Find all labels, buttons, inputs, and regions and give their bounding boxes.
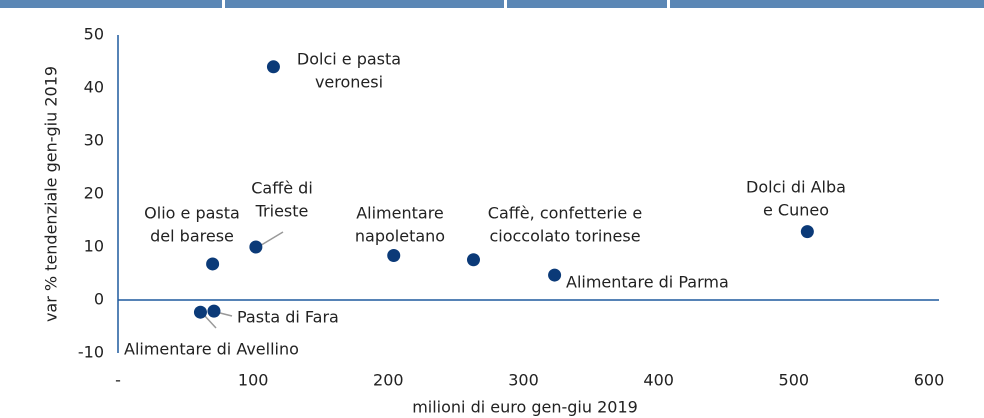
header-gap (667, 0, 670, 8)
point-label: Alimentare (356, 204, 444, 223)
x-axis-label: milioni di euro gen-giu 2019 (412, 398, 638, 417)
point (800, 225, 814, 239)
leader-line (257, 231, 284, 248)
header-gap (222, 0, 225, 8)
y-tick-label: 40 (84, 78, 104, 97)
x-tick-label: 600 (914, 371, 945, 390)
point (387, 248, 401, 262)
point-label: Pasta di Fara (237, 308, 339, 327)
y-tick-label: 0 (94, 290, 104, 309)
point-label: del barese (150, 227, 234, 246)
point-label: Trieste (255, 202, 309, 221)
point-label: veronesi (315, 73, 383, 92)
point-label: Alimentare di Parma (566, 273, 729, 292)
y-axis-label: var % tendenziale gen-giu 2019 (42, 66, 61, 322)
x-tick-label: - (115, 371, 121, 390)
x-tick-label: 500 (779, 371, 810, 390)
y-tick-label: 50 (84, 25, 104, 44)
y-tick-label: -10 (78, 343, 104, 362)
point-label: Caffè, confetterie e (488, 204, 642, 223)
point (193, 305, 207, 319)
point-label: Caffè di (251, 179, 313, 198)
header-strip (0, 0, 984, 8)
point-label: Olio e pasta (144, 204, 240, 223)
point-label: Dolci di Alba (746, 178, 846, 197)
point (266, 60, 280, 74)
x-tick-label: 300 (508, 371, 539, 390)
point-label: e Cuneo (763, 201, 829, 220)
point (548, 268, 562, 282)
x-tick-label: 100 (238, 371, 269, 390)
point-label: napoletano (355, 227, 445, 246)
point-label: cioccolato torinese (489, 227, 640, 246)
y-tick-label: 20 (84, 184, 104, 203)
x-tick-label: 400 (643, 371, 674, 390)
y-tick-label: 30 (84, 131, 104, 150)
point (206, 257, 220, 271)
y-tick-label: 10 (84, 237, 104, 256)
point (249, 240, 263, 254)
point (207, 304, 221, 318)
point (466, 253, 480, 267)
point-label: Dolci e pasta (297, 50, 401, 69)
x-tick-label: 200 (373, 371, 404, 390)
header-gap (504, 0, 507, 8)
point-label: Alimentare di Avellino (124, 340, 299, 359)
leader-line (203, 314, 217, 329)
